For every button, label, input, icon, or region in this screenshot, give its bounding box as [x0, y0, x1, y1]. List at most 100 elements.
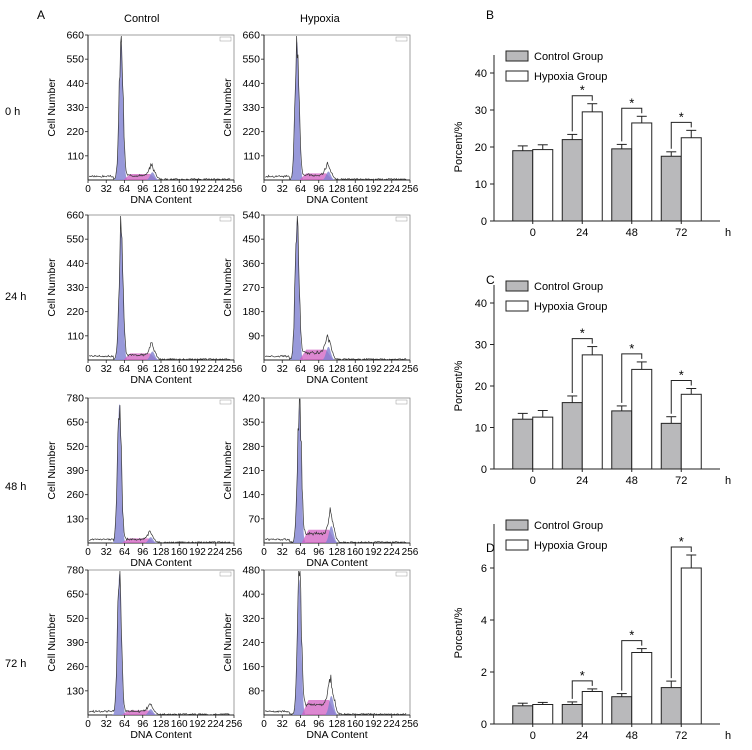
y-tick-label: 660 [242, 30, 260, 42]
x-tick-label: 64 [119, 184, 131, 195]
histogram-outline [264, 570, 407, 716]
x-tick-label: 256 [226, 719, 243, 730]
bar-control [561, 402, 583, 470]
x-tick-label: 0 [261, 184, 267, 195]
instrument-stamp [219, 36, 232, 42]
plot-frame [263, 34, 411, 181]
x-tick-label: 0 [261, 364, 267, 375]
y-tick-label: 550 [66, 234, 84, 246]
bar-control [611, 410, 633, 470]
x-tick-label: 256 [226, 364, 243, 375]
x-axis-title: DNA Content [130, 374, 191, 386]
y-tick-label: 220 [66, 126, 84, 138]
x-tick-label: 192 [189, 719, 206, 730]
y-tick-label: 650 [66, 589, 84, 601]
y-tick-label: 180 [242, 306, 260, 318]
x-tick-label: 128 [153, 719, 170, 730]
g2-peak [146, 351, 159, 360]
x-tick-label: 160 [171, 719, 188, 730]
row-label-48h: 48 h [5, 481, 26, 493]
y-tick-label: 330 [242, 102, 260, 114]
x-tick-label: 96 [313, 364, 325, 375]
x-tick-label: 224 [383, 719, 400, 730]
x-axis-unit: h [725, 730, 731, 742]
x-tick-label: 96 [137, 364, 149, 375]
instrument-stamp [395, 36, 408, 42]
y-tick-label: 780 [66, 565, 84, 577]
instrument-stamp [219, 216, 232, 222]
significance-star: * [679, 367, 684, 382]
y-tick-label: 440 [66, 258, 84, 270]
g1-peak [291, 579, 308, 715]
x-tick-label: 72 [675, 730, 687, 742]
x-tick-label: 96 [137, 184, 149, 195]
y-axis-title: Cell Number [46, 258, 58, 317]
histogram-outline [264, 398, 407, 544]
x-tick-label: 128 [153, 547, 170, 558]
x-tick-label: 192 [365, 547, 382, 558]
y-tick-label: 4 [481, 615, 487, 627]
panel-label-b: B [486, 8, 494, 22]
y-tick-label: 330 [66, 282, 84, 294]
instrument-stamp [395, 571, 408, 577]
g2-peak [322, 346, 335, 360]
x-tick-label: 48 [626, 227, 638, 239]
x-tick-label: 128 [329, 184, 346, 195]
y-tick-label: 320 [242, 613, 260, 625]
x-tick-label: 64 [295, 364, 307, 375]
legend-label: Hypoxia Group [534, 71, 607, 83]
x-tick-label: 192 [189, 184, 206, 195]
y-axis-title: Cell Number [46, 613, 58, 672]
y-tick-label: 520 [66, 441, 84, 453]
y-tick-label: 6 [481, 563, 487, 575]
plot-frame [263, 397, 411, 544]
row-label-72h: 72 h [5, 658, 26, 670]
y-tick-label: 40 [475, 298, 487, 310]
y-tick-label: 110 [67, 150, 84, 162]
g1-peak [289, 220, 306, 360]
y-tick-label: 220 [66, 306, 84, 318]
x-tick-label: 192 [189, 364, 206, 375]
x-tick-label: 160 [171, 364, 188, 375]
x-tick-label: 32 [277, 547, 289, 558]
x-tick-label: 32 [101, 184, 113, 195]
y-tick-label: 390 [66, 465, 84, 477]
y-axis-title: Porcent/% [453, 607, 465, 658]
y-tick-label: 240 [242, 637, 260, 649]
column-title-hypoxia: Hypoxia [300, 13, 341, 25]
legend-swatch [505, 50, 529, 62]
x-tick-label: 128 [329, 547, 346, 558]
x-tick-label: 0 [530, 227, 536, 239]
x-tick-label: 224 [207, 719, 224, 730]
y-tick-label: 540 [242, 210, 260, 222]
significance-bracket [670, 379, 692, 414]
y-tick-label: 520 [66, 613, 84, 625]
y-tick-label: 440 [66, 78, 84, 90]
x-tick-label: 72 [675, 475, 687, 487]
bar-chart-b: 0 10 20 30 40 Porcent/% h 0 24 * 48 * 72 * Control Gro… [453, 50, 731, 239]
y-tick-label: 0 [481, 216, 487, 228]
plot-frame [263, 214, 411, 361]
x-tick-label: 192 [365, 364, 382, 375]
x-axis-title: DNA Content [306, 729, 367, 741]
x-tick-label: 32 [277, 364, 289, 375]
histogram-72h-control: 130 260 390 520 650 780 0 32 64 96 128 160 192 224 256… [46, 565, 243, 742]
y-axis-title: Cell Number [222, 258, 234, 317]
y-tick-label: 140 [242, 489, 260, 501]
legend-swatch [505, 70, 529, 82]
x-tick-label: 96 [313, 719, 325, 730]
histogram-outline [89, 405, 231, 544]
y-tick-label: 10 [475, 179, 487, 191]
x-tick-label: 64 [119, 547, 131, 558]
x-tick-label: 24 [576, 227, 588, 239]
legend-label: Hypoxia Group [534, 301, 607, 313]
x-tick-label: 160 [171, 184, 188, 195]
legend-swatch [505, 280, 529, 292]
x-tick-label: 256 [402, 719, 419, 730]
x-axis-title: DNA Content [306, 194, 367, 206]
bar-control [660, 155, 682, 222]
y-tick-label: 210 [242, 465, 260, 477]
